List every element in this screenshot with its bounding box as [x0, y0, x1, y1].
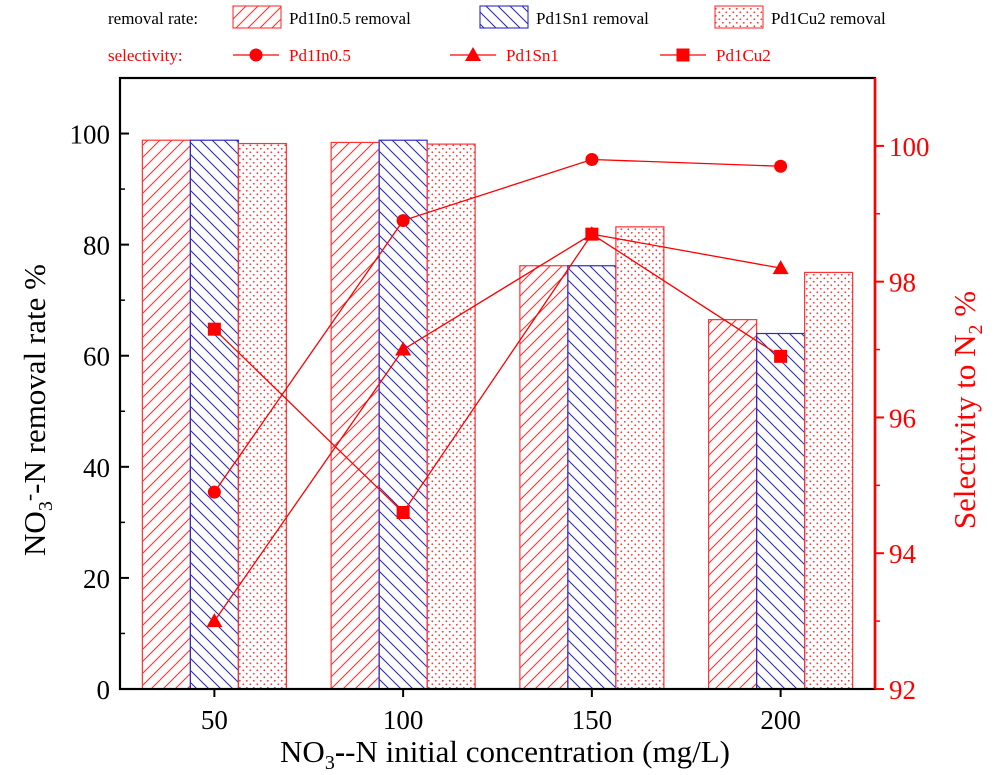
bar-hatch-right-100 — [330, 141, 380, 690]
legend-swatch-dots — [714, 5, 764, 29]
y2-axis-label: Selectivity to N2 % — [947, 291, 987, 529]
y-tick-label: 40 — [83, 453, 110, 483]
bar-hatch-left-50 — [189, 139, 239, 690]
legend-swatch-hatch-right — [232, 5, 282, 29]
bar-dots-150 — [615, 226, 665, 690]
point-square-50 — [207, 322, 221, 336]
plot-area: 0 20 40 60 80 100 92 94 96 98 100 50 100 150 200 — [70, 76, 930, 735]
y-tick-label: 100 — [70, 120, 111, 150]
legend-removal-items: Pd1In0.5 removal Pd1Sn1 removal Pd1Cu2 rem… — [232, 5, 886, 29]
y2-tick-label: 92 — [889, 675, 916, 705]
bar-hatch-right-200 — [708, 319, 758, 690]
y-tick-label: 80 — [83, 231, 110, 261]
legend-removal-label: removal rate: — [108, 9, 198, 28]
y2-tick-label: 96 — [889, 403, 916, 433]
bar-dots-200 — [804, 271, 854, 690]
bar-hatch-left-100 — [378, 139, 428, 690]
y2-tick-label: 100 — [889, 132, 930, 162]
legend-marker-triangle — [465, 47, 481, 61]
x-tick-label: 150 — [572, 705, 613, 735]
bar-hatch-left-200 — [756, 332, 806, 690]
x-tick-label: 100 — [383, 705, 424, 735]
point-circle-50 — [207, 485, 221, 499]
x-tick-label: 50 — [201, 705, 228, 735]
bar-hatch-right-50 — [141, 139, 191, 690]
bar-hatch-left-150 — [567, 265, 617, 690]
y2-tick-label: 94 — [889, 539, 917, 569]
legend-selectivity-label: selectivity: — [108, 46, 183, 65]
y2-tick-label: 98 — [889, 268, 916, 298]
legend-removal-item: Pd1Cu2 removal — [771, 9, 886, 28]
point-triangle-200 — [772, 260, 789, 275]
point-square-100 — [396, 505, 410, 519]
legend-selectivity-item: Pd1Cu2 — [716, 46, 771, 65]
y-tick-label: 20 — [83, 564, 110, 594]
point-circle-200 — [774, 159, 788, 173]
bar-hatch-right-150 — [519, 265, 569, 690]
legend-removal-item: Pd1Sn1 removal — [536, 9, 649, 28]
y-tick-label: 0 — [97, 675, 111, 705]
y-tick-label: 60 — [83, 342, 110, 372]
point-circle-100 — [396, 214, 410, 228]
legend-selectivity-item: Pd1In0.5 — [289, 46, 351, 65]
point-triangle-100 — [395, 341, 412, 356]
legend-marker-square — [676, 48, 690, 62]
x-axis-label: NO3--N initial concentration (mg/L) — [280, 734, 730, 774]
bar-dots-100 — [426, 143, 476, 690]
selectivity-line-circle — [213, 158, 781, 493]
point-circle-150 — [585, 152, 599, 166]
bar-dots-50 — [237, 142, 287, 690]
point-square-150 — [585, 227, 599, 241]
legend-selectivity-items: Pd1In0.5 Pd1Sn1 Pd1Cu2 — [233, 46, 771, 65]
point-square-200 — [774, 349, 788, 363]
legend-marker-circle — [249, 48, 263, 62]
point-triangle-50 — [206, 613, 223, 628]
selectivity-line-square — [213, 233, 781, 514]
y-axis-label: NO3--N removal rate % — [16, 264, 57, 556]
selectivity-line-triangle — [213, 233, 781, 622]
legend-removal-item: Pd1In0.5 removal — [289, 9, 411, 28]
x-tick-label: 200 — [760, 705, 801, 735]
legend-selectivity-item: Pd1Sn1 — [506, 46, 559, 65]
legend: removal rate: Pd1In0.5 removal Pd1Sn1 rem… — [108, 5, 886, 65]
legend-swatch-hatch-left — [479, 5, 529, 29]
